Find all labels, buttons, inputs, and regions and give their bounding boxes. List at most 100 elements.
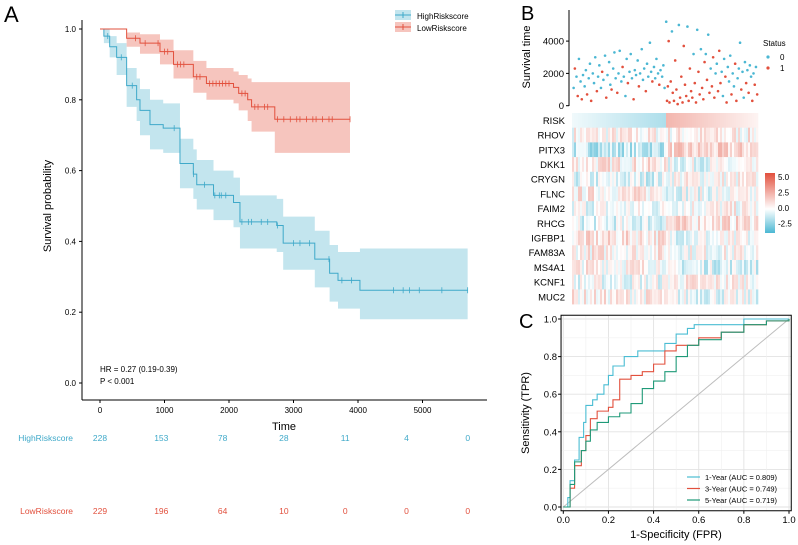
- heatmap-cell: [572, 113, 575, 128]
- heatmap-cell: [720, 260, 723, 275]
- heatmap-cell: [650, 113, 653, 128]
- heatmap-cell: [732, 289, 735, 305]
- heatmap-cell: [742, 274, 745, 290]
- heatmap-cell: [736, 274, 739, 290]
- heatmap-cell: [638, 215, 641, 231]
- scatter-point: [618, 49, 622, 53]
- heatmap-cell: [606, 260, 609, 275]
- heatmap-cell: [716, 171, 719, 187]
- heatmap-cell: [654, 274, 657, 290]
- heatmap-cell: [734, 201, 737, 217]
- heatmap-cell: [742, 215, 745, 231]
- heatmap-cell: [622, 186, 625, 202]
- scatter-point: [747, 91, 750, 95]
- heatmap-cell: [612, 186, 615, 202]
- km-legend: HighRiskscore LowRiskscore: [395, 10, 469, 33]
- heatmap-cell: [628, 157, 631, 173]
- heatmap-cell: [736, 201, 739, 217]
- heatmap-cell: [714, 186, 717, 202]
- heatmap-cell: [606, 186, 609, 202]
- heatmap-cell: [658, 274, 661, 290]
- km-ytick-label: 0.0: [65, 379, 77, 388]
- risk-row-label: HighRiskscore: [18, 433, 73, 443]
- heatmap-cell: [666, 171, 669, 187]
- heatmap-cell: [732, 260, 735, 275]
- heatmap-cell: [616, 230, 619, 246]
- scatter-point: [711, 55, 715, 59]
- heatmap-cell: [710, 245, 713, 261]
- heatmap-cell: [578, 142, 581, 158]
- heatmap-cell: [612, 171, 615, 187]
- heatmap-cell: [718, 142, 721, 158]
- heatmap-cell: [638, 274, 641, 290]
- scatter-point: [614, 76, 617, 80]
- heatmap-cell: [652, 113, 655, 128]
- scatter-point: [632, 97, 635, 101]
- heatmap-cell: [680, 113, 683, 128]
- heatmap-cell: [692, 245, 695, 261]
- heatmap-cell: [598, 245, 601, 261]
- heatmap-cell: [740, 157, 743, 173]
- heatmap-cell: [678, 289, 681, 305]
- scatter-point: [593, 55, 597, 59]
- heatmap-cell: [612, 274, 615, 290]
- heatmap-cell: [634, 215, 637, 231]
- heatmap-cell: [606, 230, 609, 246]
- heatmap-cell: [660, 127, 663, 143]
- heatmap-cell: [734, 289, 737, 305]
- heatmap-cell: [706, 142, 709, 158]
- scatter-point: [725, 101, 728, 104]
- heatmap-cell: [676, 274, 679, 290]
- heatmap-cell: [694, 215, 697, 231]
- heatmap-cell: [572, 274, 575, 290]
- heatmap-cell: [696, 127, 699, 143]
- scatter-point: [588, 62, 592, 66]
- risk-count: 196: [154, 506, 168, 516]
- heatmap-cell: [636, 274, 639, 290]
- heatmap-cell: [696, 215, 699, 231]
- heatmap-cell: [746, 230, 749, 246]
- heatmap-cell: [754, 289, 757, 305]
- heatmap-cell: [724, 260, 727, 275]
- heatmap-cell: [640, 245, 643, 261]
- scatter-point: [684, 94, 688, 98]
- heatmap-cell: [590, 201, 593, 217]
- heatmap-cell: [726, 186, 729, 202]
- scatter-point: [724, 75, 727, 78]
- heatmap-row-label: MS4A1: [534, 263, 565, 274]
- heatmap-cell: [662, 171, 665, 187]
- heatmap-cell: [668, 171, 671, 187]
- heatmap-cell: [744, 142, 747, 158]
- scatter-point: [710, 85, 714, 88]
- heatmap-cell: [630, 142, 633, 158]
- roc-ytick-label: 1.0: [544, 315, 557, 326]
- heatmap-cell: [628, 113, 631, 128]
- heatmap-cell: [606, 142, 609, 158]
- heatmap-cell: [738, 171, 741, 187]
- heatmap-cell: [574, 186, 577, 202]
- heatmap-cell: [630, 201, 633, 217]
- heatmap-cell: [722, 230, 725, 246]
- heatmap-cell: [704, 215, 707, 231]
- heatmap-cell: [750, 245, 753, 261]
- heatmap-cell: [648, 215, 651, 231]
- heatmap-cell: [584, 171, 587, 187]
- heatmap-cell: [740, 260, 743, 275]
- km-xtick-label: 1000: [156, 406, 174, 415]
- scatter-point: [651, 80, 654, 83]
- heatmap-cell: [710, 215, 713, 231]
- heatmap-cell: [638, 186, 641, 202]
- heatmap-cell: [662, 230, 665, 246]
- km-ytick-label: 0.2: [65, 308, 77, 317]
- heatmap-cell: [714, 260, 717, 275]
- heatmap-cell: [598, 215, 601, 231]
- heatmap-cell: [712, 142, 715, 158]
- heatmap-cell: [716, 215, 719, 231]
- heatmap-cell: [574, 142, 577, 158]
- heatmap-cell: [720, 113, 723, 128]
- heatmap-cell: [728, 186, 731, 202]
- heatmap-cell: [688, 113, 691, 128]
- heatmap-cell: [620, 289, 623, 305]
- heatmap-cell: [674, 142, 677, 158]
- heatmap-cell: [752, 113, 755, 128]
